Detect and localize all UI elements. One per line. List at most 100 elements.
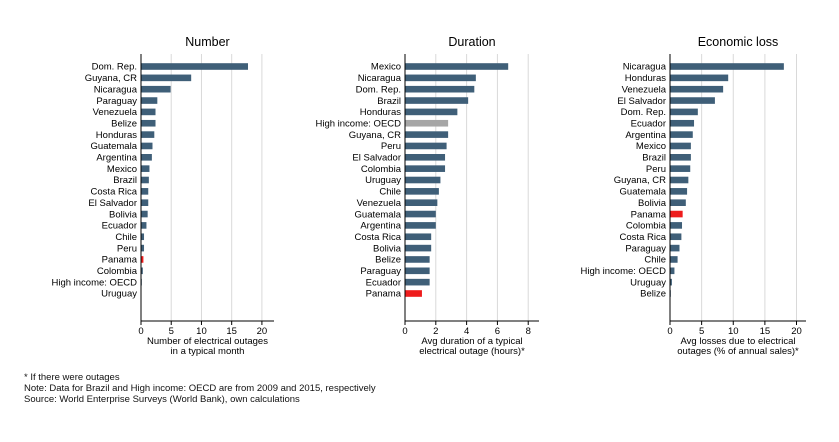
bar [405, 199, 438, 206]
chart-panel-2: Economic lossNicaraguaHondurasVenezuelaE… [580, 35, 806, 357]
category-label: Guyana, CR [349, 130, 401, 141]
bar [141, 108, 156, 116]
category-label: Mexico [371, 62, 401, 73]
footnote-note: Note: Data for Brazil and High income: O… [24, 383, 376, 394]
bar [141, 176, 149, 184]
bar [405, 63, 509, 70]
bar [141, 74, 192, 82]
category-label: El Salvador [617, 96, 666, 107]
x-tick-label: 4 [464, 326, 469, 337]
category-label: Guatemala [91, 141, 138, 152]
category-label: Colombia [361, 164, 402, 175]
category-label: Bolivia [373, 243, 402, 254]
x-axis-label: Number of electrical outages [147, 336, 268, 347]
x-tick-label: 6 [495, 326, 500, 337]
footnotes: * If there were outages Note: Data for B… [24, 372, 376, 405]
bar [141, 233, 145, 241]
bar [670, 188, 688, 195]
category-label: Costa Rica [91, 187, 138, 198]
x-tick-label: 15 [226, 326, 237, 337]
category-label: Guyana, CR [614, 175, 666, 186]
bar [405, 244, 432, 252]
category-label: Mexico [107, 164, 137, 175]
chart-title: Economic loss [698, 35, 779, 49]
category-label: Panama [366, 289, 402, 300]
x-axis-label: outages (% of annual sales)* [677, 346, 799, 357]
category-label: Mexico [636, 141, 666, 152]
category-label: Argentina [96, 153, 137, 164]
category-label: Panama [102, 255, 138, 266]
bar [141, 85, 171, 93]
category-label: Bolivia [638, 198, 667, 209]
x-tick-label: 0 [667, 326, 672, 337]
category-label: Colombia [626, 221, 667, 232]
category-label: El Salvador [352, 153, 401, 164]
bar [670, 63, 784, 70]
bar [141, 142, 153, 150]
category-label: Costa Rica [620, 232, 667, 243]
bar [141, 210, 148, 218]
category-label: Colombia [97, 266, 138, 277]
x-axis-label: in a typical month [171, 346, 245, 357]
category-label: Belize [111, 118, 137, 129]
bar [670, 154, 691, 161]
category-label: Costa Rica [355, 232, 402, 243]
bar [405, 256, 430, 263]
category-label: Dom. Rep. [621, 107, 666, 118]
x-tick-label: 8 [526, 326, 531, 337]
bar [405, 290, 422, 297]
category-label: Venezuela [622, 84, 667, 95]
bar [670, 119, 695, 127]
x-tick-label: 5 [169, 326, 174, 337]
x-tick-label: 2 [433, 326, 438, 337]
bar [405, 165, 446, 172]
footnote-source: Source: World Enterprise Surveys (World … [24, 394, 300, 405]
category-label: Peru [117, 243, 137, 254]
bar [405, 142, 447, 150]
category-label: Nicaragua [94, 84, 138, 95]
bar [670, 222, 683, 229]
category-label: Argentina [360, 221, 401, 232]
category-label: Honduras [96, 130, 137, 141]
bar [405, 97, 469, 104]
x-tick-label: 0 [402, 326, 407, 337]
category-label: Paraguay [96, 96, 137, 107]
category-label: Guyana, CR [85, 73, 137, 84]
bar [141, 256, 144, 263]
bar [141, 244, 145, 252]
bar [405, 210, 436, 218]
category-label: Peru [381, 141, 401, 152]
bar [670, 74, 729, 82]
category-label: Bolivia [109, 209, 138, 220]
category-label: Belize [640, 289, 666, 300]
category-label: High income: OECD [315, 118, 401, 129]
category-label: Uruguay [365, 175, 401, 186]
category-label: Nicaragua [358, 73, 402, 84]
bar [141, 154, 152, 161]
category-label: Venezuela [93, 107, 138, 118]
category-label: Guatemala [620, 187, 667, 198]
category-label: Brazil [113, 175, 137, 186]
bar [670, 233, 682, 241]
bar [670, 199, 686, 206]
bar [405, 74, 476, 82]
bar [141, 131, 155, 138]
bar [141, 165, 150, 172]
category-label: Panama [631, 209, 667, 220]
bar [141, 119, 156, 127]
bar [405, 233, 432, 241]
bar [670, 131, 693, 138]
x-tick-label: 0 [138, 326, 143, 337]
category-label: Chile [115, 232, 137, 243]
chart-title: Duration [448, 35, 495, 49]
chart-panel-0: Number Dom. Rep.Guyana, CRNicaraguaParagu… [51, 35, 274, 357]
category-label: Ecuador [366, 277, 401, 288]
bar [141, 188, 149, 195]
bar [405, 85, 475, 93]
category-label: Chile [644, 255, 666, 266]
bar [405, 131, 449, 138]
bar [670, 256, 678, 263]
category-label: Peru [646, 164, 666, 175]
